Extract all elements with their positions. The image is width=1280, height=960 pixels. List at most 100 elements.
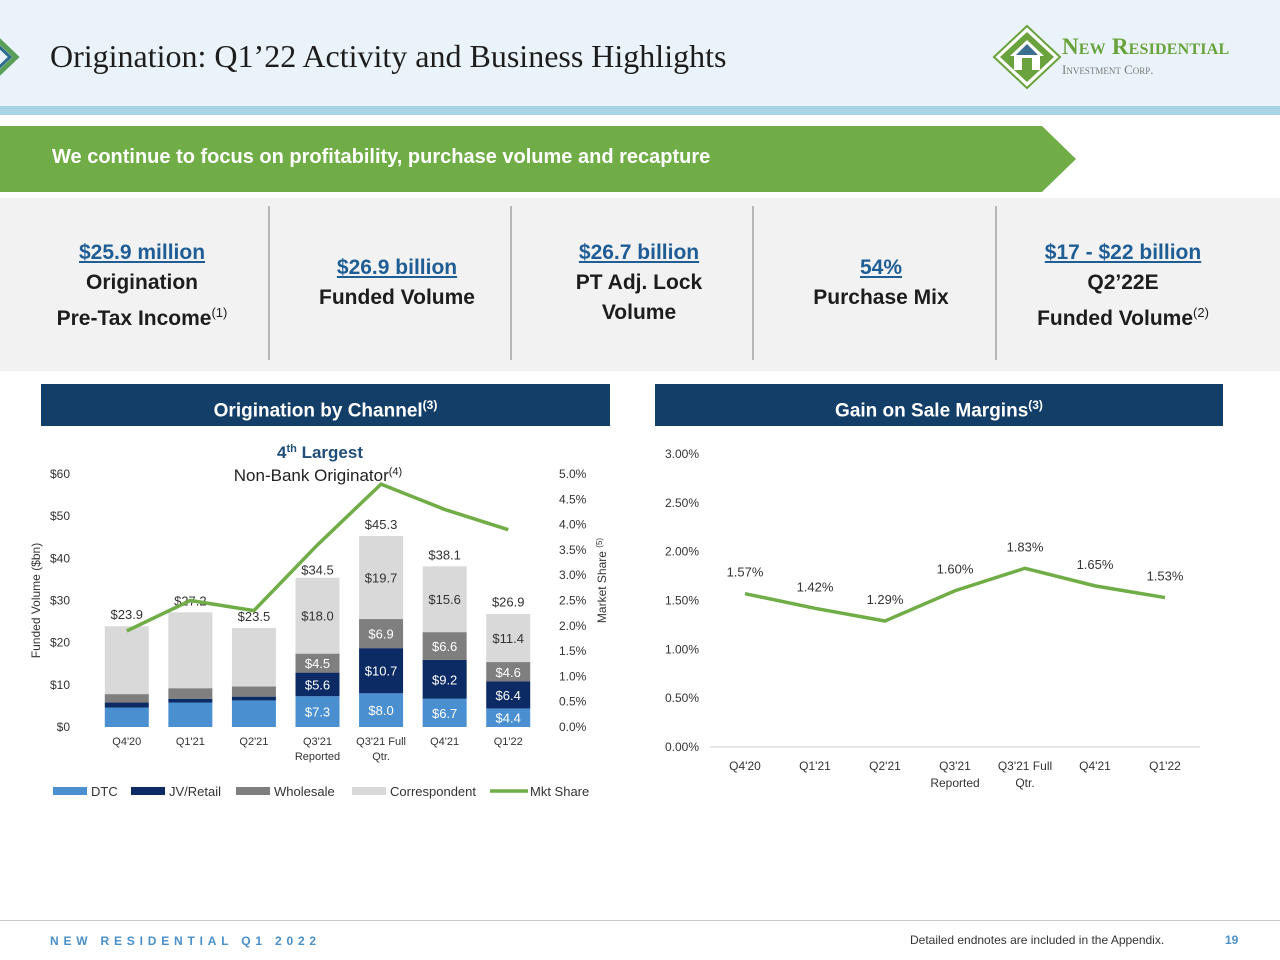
banner-text: We continue to focus on profitability, p… <box>52 146 711 168</box>
y2-tick-label: 0.5% <box>559 695 587 709</box>
x-tick-label: Q4'21 <box>1079 759 1111 773</box>
kpi-lock-volume: $26.7 billion PT Adj. Lock Volume <box>518 238 760 328</box>
x-tick-label: Qtr. <box>372 751 390 763</box>
bar-segment-label: $4.4 <box>496 711 521 726</box>
bar-segment-wholesale <box>486 662 531 682</box>
bar-segment-jv-retail <box>486 681 531 709</box>
bar-segment-jv-retail <box>104 702 149 708</box>
y-tick-label: $60 <box>50 467 70 481</box>
y2-tick-label: 2.0% <box>559 619 587 633</box>
bar-segment-dtc <box>168 702 213 727</box>
data-label: 1.53% <box>1147 569 1184 584</box>
y-tick-label: 1.50% <box>665 594 699 608</box>
bar-segment-dtc <box>295 696 340 727</box>
bar-segment-jv-retail <box>295 672 340 697</box>
x-tick-label: Reported <box>295 751 340 763</box>
logo-subtitle: Investment Corp. <box>1062 62 1154 77</box>
legend-label: DTC <box>91 784 118 799</box>
section-header-gain-on-sale: Gain on Sale Margins(3) <box>655 384 1223 426</box>
legend-label: Wholesale <box>274 784 335 799</box>
y2-tick-label: 2.5% <box>559 594 587 608</box>
x-tick-label: Q4'21 <box>430 736 459 748</box>
kpi-label: Pre-Tax Income(1) <box>56 305 228 330</box>
x-tick-label: Q1'22 <box>1149 759 1181 773</box>
bar-segment-dtc <box>359 693 404 727</box>
kpi-label: Q2’22E <box>1087 271 1159 294</box>
legend-label: Correspondent <box>390 784 476 799</box>
page-number: 19 <box>1225 933 1239 947</box>
legend-swatch <box>352 787 386 795</box>
bar-segment-label: $5.6 <box>305 677 330 692</box>
bar-segment-label: $6.9 <box>368 627 393 642</box>
slide-header <box>0 0 1280 106</box>
y2-tick-label: 3.0% <box>559 568 587 582</box>
legend-label: JV/Retail <box>169 784 221 799</box>
bar-segment-jv-retail <box>422 659 467 699</box>
kpi-label: Purchase Mix <box>813 286 949 309</box>
bar-segment-correspondent <box>422 566 467 633</box>
annotation-subtitle: Non-Bank Originator(4) <box>234 466 402 485</box>
y2-tick-label: 1.0% <box>559 669 587 683</box>
bar-segment-wholesale <box>231 686 276 697</box>
y-tick-label: $50 <box>50 509 70 523</box>
bar-segment-wholesale <box>168 688 213 699</box>
y-tick-label: 2.50% <box>665 496 699 510</box>
x-tick-label: Q3'21 Full <box>356 736 406 748</box>
bar-segment-label: $15.6 <box>428 592 461 607</box>
y-tick-label: $40 <box>50 551 70 565</box>
bar-segment-correspondent <box>295 577 340 654</box>
section-header-origination-by-channel: Origination by Channel(3) <box>41 384 610 426</box>
y2-tick-label: 4.5% <box>559 492 587 506</box>
gain-on-sale-chart: 0.00% 0.50% 1.00% 1.50% 2.00% 2.50% 3.00% 1.57%… <box>665 447 1200 790</box>
footer-note: Detailed endnotes are included in the Ap… <box>910 933 1165 947</box>
x-tick-label: Q2'21 <box>239 736 268 748</box>
kpi-funded-volume: $26.9 billion Funded Volume <box>276 253 518 313</box>
x-tick-label: Q3'21 Full <box>998 759 1052 773</box>
kpi-divider <box>752 206 754 360</box>
kpi-divider <box>268 206 270 360</box>
kpi-value: $25.9 million <box>78 241 206 264</box>
x-tick-label: Q1'21 <box>799 759 831 773</box>
chevron-right-icon <box>0 38 20 76</box>
footnote-ref: (1) <box>211 305 228 320</box>
bar-total-label: $45.3 <box>365 517 398 532</box>
bar-segment-dtc <box>231 700 276 727</box>
x-tick-label: Q4'20 <box>729 759 761 773</box>
y-tick-label: $0 <box>57 720 71 734</box>
bar-segment-wholesale <box>359 619 404 649</box>
x-tick-label: Q1'21 <box>176 736 205 748</box>
bar-total-label: $34.5 <box>301 563 334 578</box>
kpi-pretax-income: $25.9 million Origination Pre-Tax Income… <box>21 238 263 334</box>
bar-segment-dtc <box>422 698 467 727</box>
x-tick-label: Q2'21 <box>869 759 901 773</box>
kpi-purchase-mix: 54% Purchase Mix <box>760 253 1002 313</box>
x-tick-label: Q3'21 <box>939 759 971 773</box>
y-tick-label: 1.00% <box>665 642 699 656</box>
data-label: 1.60% <box>937 562 974 577</box>
x-tick-label: Reported <box>930 776 979 790</box>
bar-segment-dtc <box>104 707 149 727</box>
bar-segment-label: $10.7 <box>365 664 398 679</box>
y-tick-label: 0.50% <box>665 691 699 705</box>
y-tick-label: 0.00% <box>665 740 699 754</box>
bar-segment-correspondent <box>359 535 404 620</box>
bar-total-label: $26.9 <box>492 595 525 610</box>
footer-company: NEW RESIDENTIAL Q1 2022 <box>50 934 321 948</box>
annotation-rank: 4th Largest <box>277 443 363 462</box>
kpi-value: $26.9 billion <box>336 256 458 279</box>
data-label: 1.42% <box>797 579 834 594</box>
origination-by-channel-chart: 4th Largest Non-Bank Originator(4) $0 $10 $2… <box>29 443 609 799</box>
y2-tick-label: 3.5% <box>559 543 587 557</box>
x-tick-label: Q1'22 <box>494 736 523 748</box>
kpi-label: Volume <box>601 301 677 324</box>
y2-axis-title: Market Share (5) <box>595 538 609 623</box>
page-title: Origination: Q1’22 Activity and Business… <box>50 38 727 74</box>
kpi-label: Origination <box>86 271 198 294</box>
bar-segment-label: $11.4 <box>492 631 524 646</box>
bar-total-label: $23.5 <box>238 609 271 624</box>
bar-segment-label: $8.0 <box>368 703 393 718</box>
y2-tick-label: 4.0% <box>559 518 587 532</box>
header-stripe <box>0 106 1280 115</box>
bar-segment-correspondent <box>486 613 531 663</box>
x-tick-label: Q4'20 <box>112 736 141 748</box>
